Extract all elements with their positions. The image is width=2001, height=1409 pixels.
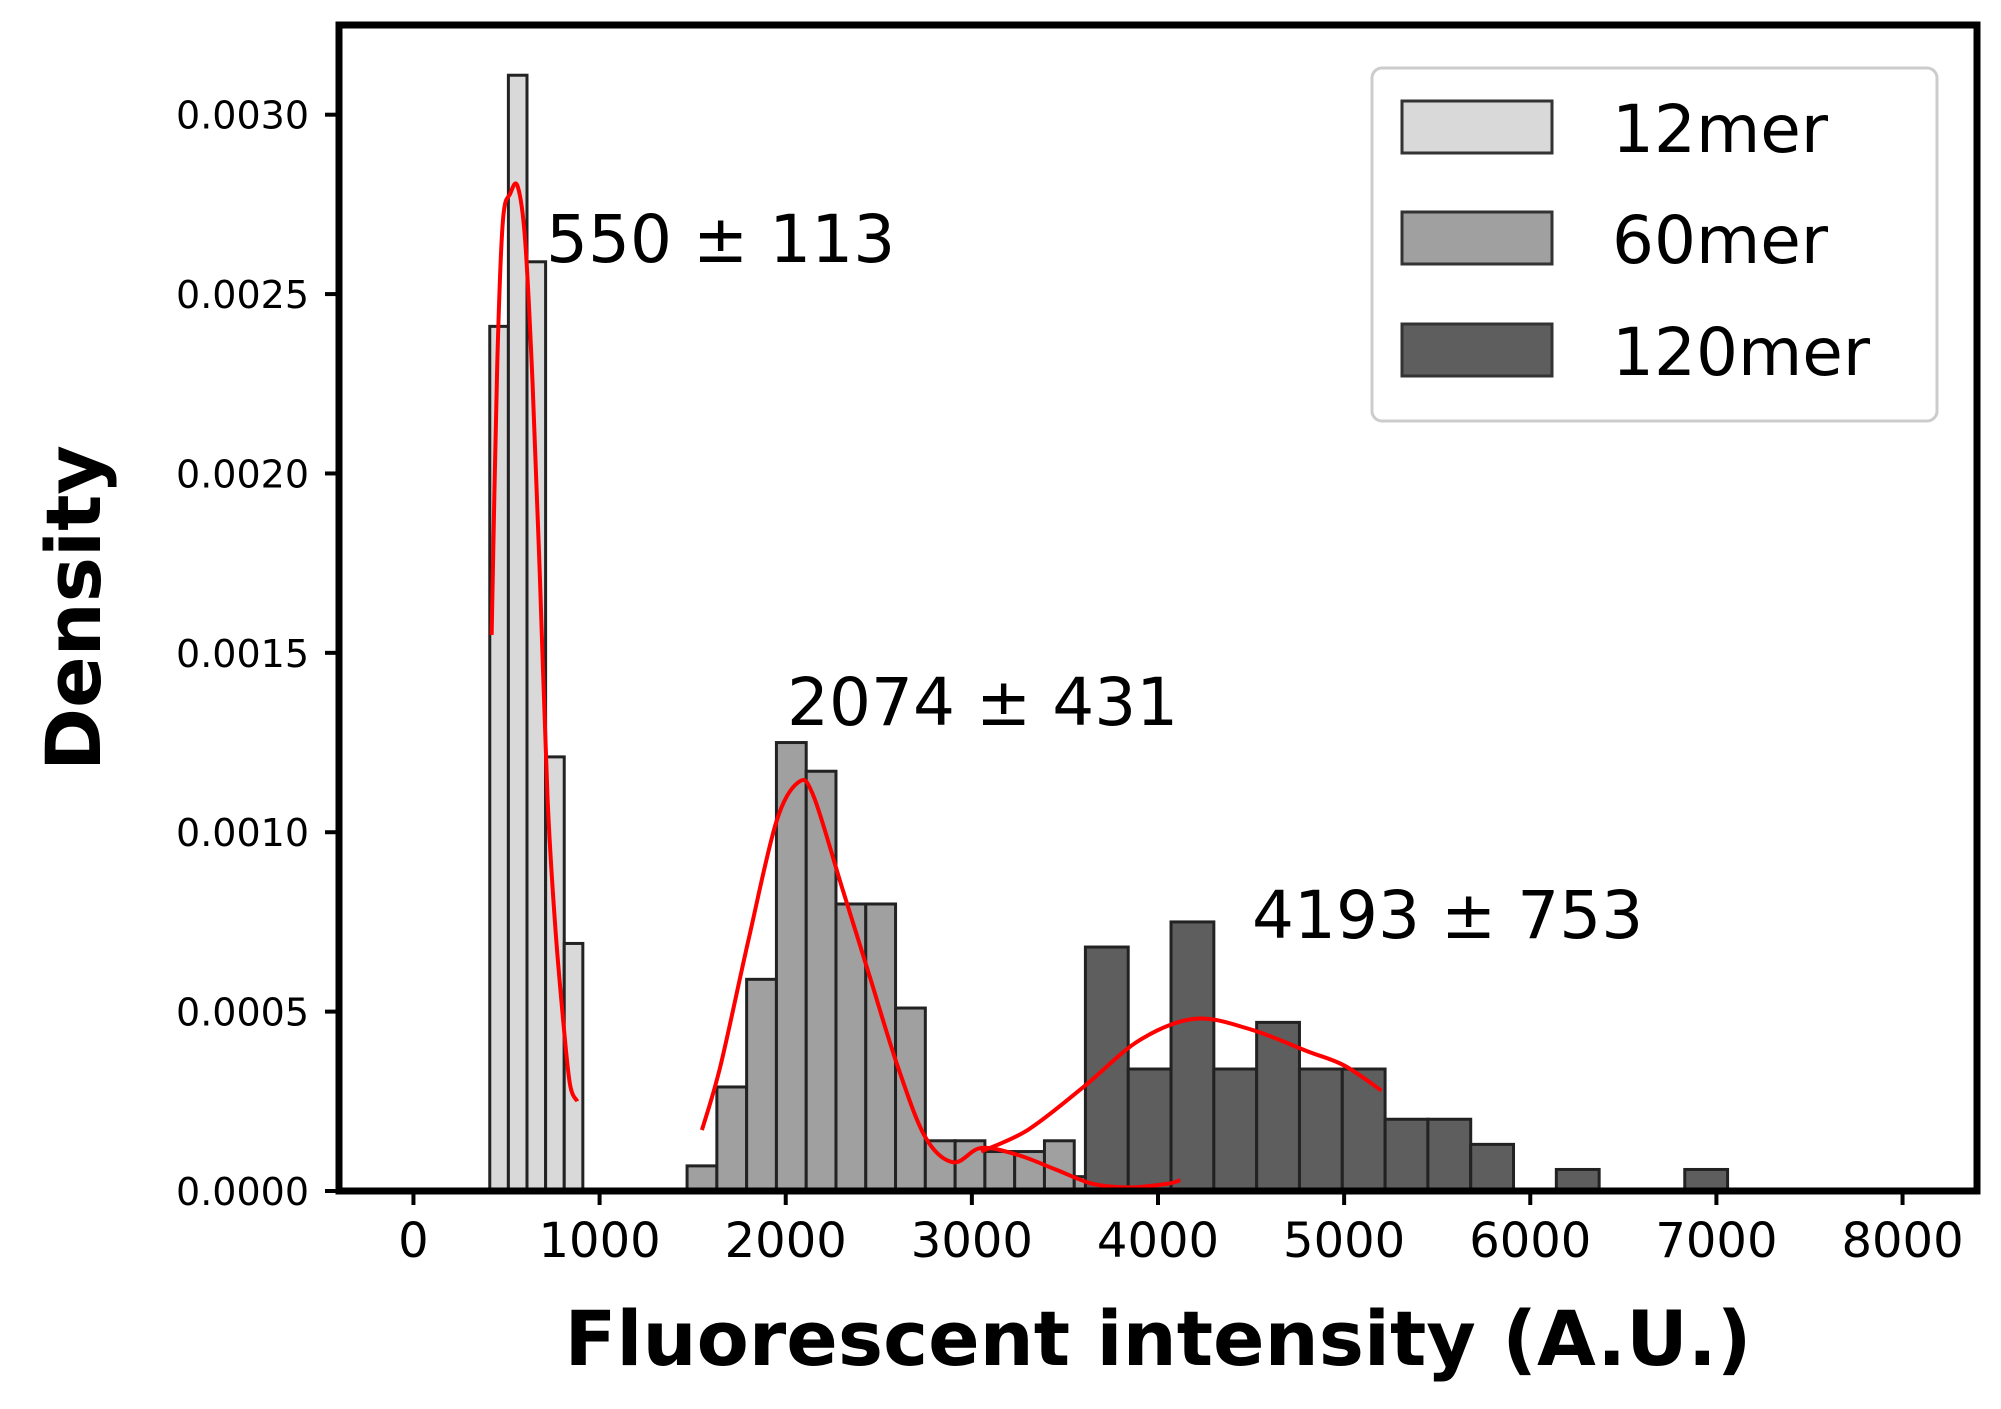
bar-120mer-8	[1426, 1117, 1473, 1193]
bar-120mer-5	[1297, 1067, 1344, 1193]
x-axis-title: Fluorescent intensity (A.U.)	[565, 1294, 1752, 1383]
legend-label-60mer: 60mer	[1612, 202, 1829, 279]
y-tick-label: 0.0020	[176, 452, 309, 496]
x-tick-label: 5000	[1283, 1213, 1405, 1269]
x-tick-label: 4000	[1097, 1213, 1219, 1269]
legend-swatch-12mer	[1400, 99, 1554, 155]
x-tick-label: 2000	[725, 1213, 847, 1269]
bars-120mer	[1083, 920, 1730, 1193]
annotation-12mer: 550 ± 113	[546, 201, 895, 278]
kde-line-12mer	[489, 181, 580, 1103]
bar-60mer-4	[804, 769, 838, 1193]
y-tick-label: 0.0030	[176, 94, 309, 138]
annotation-60mer: 2074 ± 431	[787, 664, 1178, 741]
bar-120mer-3	[1212, 1067, 1259, 1193]
kde-curves	[489, 181, 1383, 1190]
x-tick-label: 0	[398, 1213, 429, 1269]
bar-60mer-10	[983, 1150, 1017, 1193]
bar-120mer-1	[1126, 1067, 1173, 1193]
bar-60mer-8	[923, 1139, 957, 1193]
bar-12mer-0	[488, 324, 510, 1193]
x-axis-ticks: 0 1000 2000 3000 4000 5000 6000 7000 8000	[398, 1191, 1964, 1269]
legend-swatch-120mer	[1400, 322, 1554, 378]
x-tick-label: 8000	[1841, 1213, 1963, 1269]
y-tick-label: 0.0000	[176, 1170, 309, 1214]
bar-60mer-2	[745, 977, 778, 1193]
x-tick-label: 3000	[911, 1213, 1033, 1269]
x-tick-label: 1000	[539, 1213, 661, 1269]
legend: 12mer 60mer 120mer	[1370, 66, 1939, 423]
bar-60mer-3	[774, 741, 808, 1193]
bar-60mer-1	[715, 1085, 749, 1193]
bar-120mer-7	[1383, 1117, 1430, 1193]
y-tick-label: 0.0005	[176, 991, 309, 1035]
legend-label-120mer: 120mer	[1612, 314, 1871, 391]
x-tick-label: 7000	[1655, 1213, 1777, 1269]
bar-60mer-0	[685, 1164, 719, 1193]
bar-12mer-2	[525, 260, 548, 1193]
y-tick-label: 0.0010	[176, 811, 309, 855]
kde-line-120mer	[980, 1016, 1383, 1154]
y-tick-label: 0.0015	[176, 632, 309, 676]
legend-swatch-60mer	[1400, 210, 1554, 266]
annotation-120mer: 4193 ± 753	[1252, 877, 1643, 954]
bar-120mer-2	[1169, 920, 1216, 1193]
y-axis-ticks: 0.0000 0.0005 0.0010 0.0015 0.0020 0.0025 0.00…	[176, 94, 339, 1214]
bar-120mer-4	[1255, 1020, 1301, 1193]
x-tick-label: 6000	[1469, 1213, 1591, 1269]
y-tick-label: 0.0025	[176, 273, 309, 317]
bars-60mer	[685, 741, 1106, 1193]
y-axis-title: Density	[29, 445, 118, 771]
kde-line-60mer	[700, 778, 1181, 1190]
bar-120mer-9	[1469, 1142, 1516, 1193]
bars-12mer	[488, 73, 585, 1193]
legend-label-12mer: 12mer	[1612, 91, 1829, 168]
